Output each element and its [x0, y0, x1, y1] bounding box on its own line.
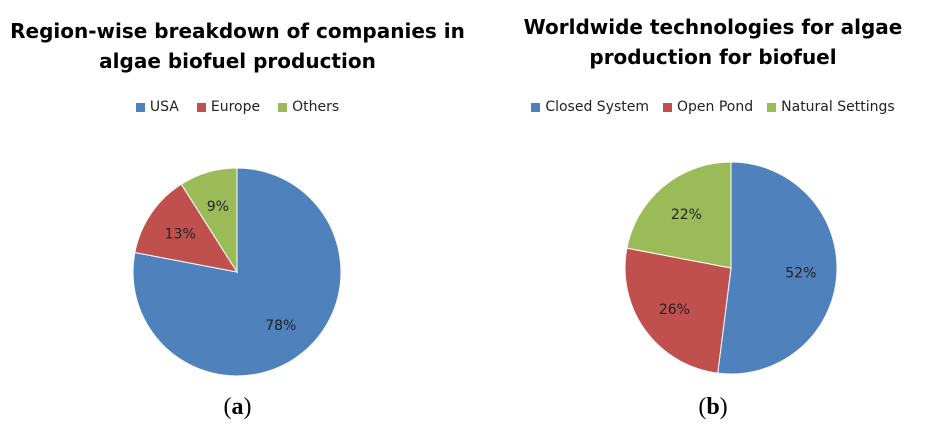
legend-item-others: Others: [278, 99, 339, 115]
data-label: 9%: [207, 199, 229, 215]
legend-label: Europe: [210, 99, 261, 115]
chart-title-line-2: production for biofuel: [589, 45, 837, 69]
data-label: 78%: [265, 318, 296, 334]
pie-chart: 52% 26% 22%: [624, 161, 838, 375]
pie-slice-closed-system: [717, 161, 838, 375]
pie-slice-others: [180, 167, 238, 274]
panel-label-letter: b: [706, 394, 720, 420]
legend-label: Open Pond: [677, 99, 754, 115]
chart-panel-a: Region-wise breakdown of companies in al…: [0, 0, 475, 426]
chart-title-line-1: Worldwide technologies for algae: [523, 15, 903, 39]
legend-swatch: [135, 102, 145, 112]
legend-swatch: [531, 102, 541, 112]
chart-legend: USA Europe Others: [0, 99, 475, 115]
pie-chart: 78% 13% 9%: [132, 167, 342, 377]
panel-label: (b): [698, 394, 728, 420]
legend-swatch: [767, 102, 777, 112]
pie-slice-open-pond: [624, 247, 732, 374]
pie-slice-europe: [134, 183, 239, 273]
legend-item-europe: Europe: [196, 99, 261, 115]
chart-legend: Closed System Open Pond Natural Settings: [475, 99, 951, 115]
chart-title: Region-wise breakdown of companies in al…: [0, 16, 475, 76]
pie-slice-natural-settings: [626, 161, 732, 269]
legend-swatch: [278, 102, 288, 112]
data-label: 52%: [785, 265, 816, 281]
panel-label: (a): [223, 394, 252, 420]
legend-label: Closed System: [545, 99, 650, 115]
chart-title-line-1: Region-wise breakdown of companies in: [10, 19, 465, 43]
legend-item-natural-settings: Natural Settings: [767, 99, 895, 115]
panel-label-letter: a: [231, 394, 244, 420]
legend-label: Others: [292, 99, 340, 115]
data-label: 22%: [671, 207, 702, 223]
data-label: 13%: [165, 226, 196, 242]
chart-panel-b: Worldwide technologies for algae product…: [475, 0, 951, 426]
legend-item-usa: USA: [135, 99, 179, 115]
legend-item-open-pond: Open Pond: [663, 99, 753, 115]
legend-swatch: [663, 102, 673, 112]
legend-label: Natural Settings: [781, 99, 895, 115]
data-label: 26%: [659, 302, 690, 318]
legend-swatch: [196, 102, 206, 112]
chart-title-line-2: algae biofuel production: [99, 49, 376, 73]
chart-title: Worldwide technologies for algae product…: [475, 12, 951, 72]
legend-item-closed-system: Closed System: [531, 99, 649, 115]
legend-label: USA: [149, 99, 179, 115]
